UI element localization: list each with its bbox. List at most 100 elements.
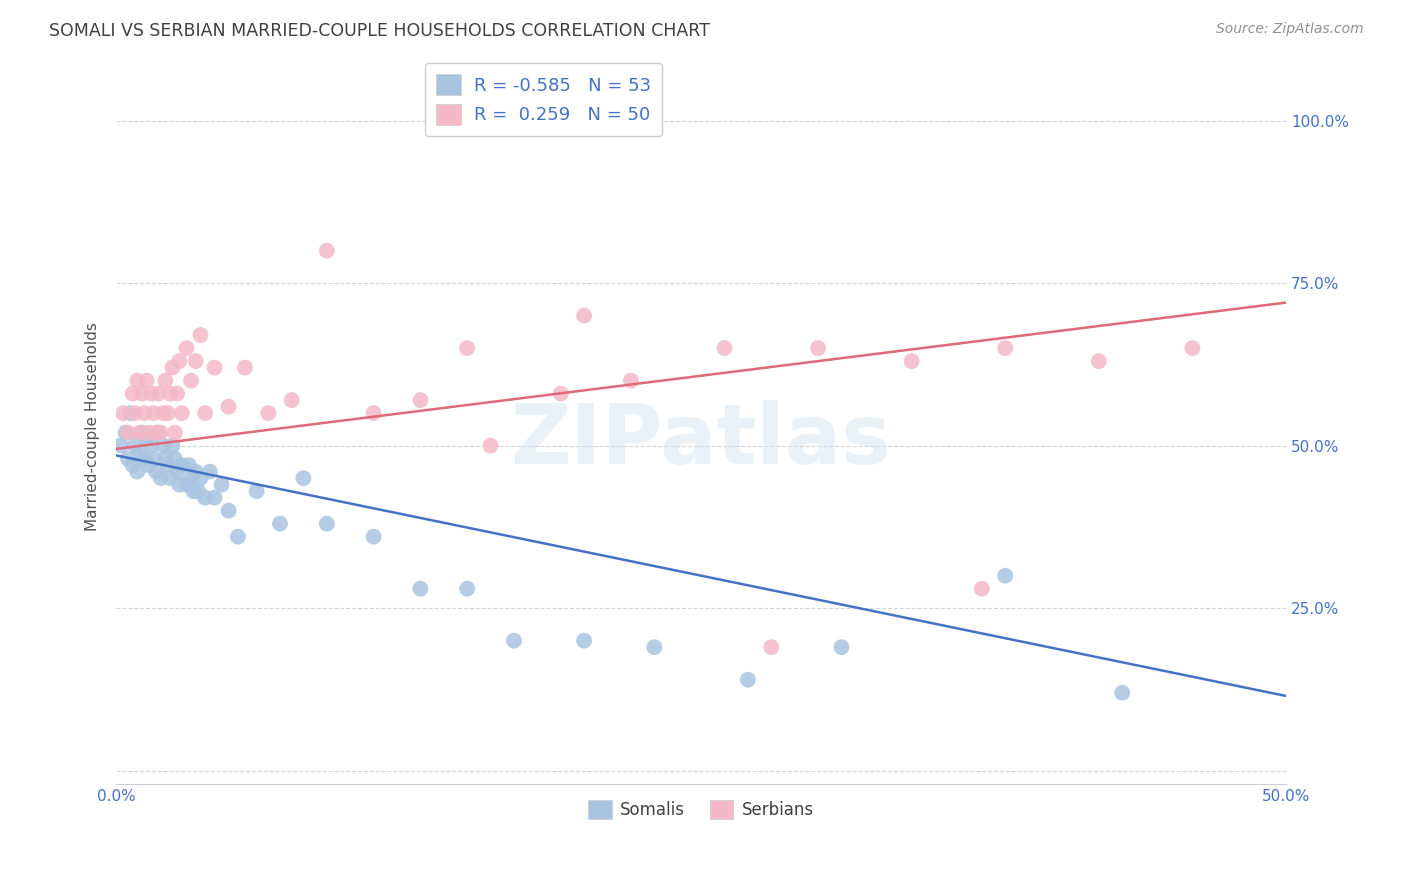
Point: [121, 458, 143, 472]
Point: [169, 354, 191, 368]
Point: [1181, 341, 1204, 355]
Point: [135, 432, 157, 446]
Point: [141, 439, 163, 453]
Point: [112, 406, 135, 420]
Point: [550, 386, 572, 401]
Point: [1111, 686, 1133, 700]
Point: [315, 516, 337, 531]
Point: [315, 244, 337, 258]
Point: [620, 374, 643, 388]
Point: [138, 425, 160, 440]
Point: [170, 406, 193, 420]
Point: [994, 568, 1017, 582]
Point: [127, 465, 149, 479]
Point: [135, 374, 157, 388]
Point: [456, 582, 478, 596]
Point: [409, 582, 432, 596]
Point: [246, 484, 269, 499]
Point: [176, 341, 198, 355]
Point: [572, 309, 595, 323]
Point: [124, 439, 146, 453]
Point: [900, 354, 922, 368]
Point: [204, 491, 226, 505]
Point: [233, 360, 256, 375]
Point: [152, 406, 174, 420]
Point: [184, 354, 207, 368]
Point: [120, 406, 142, 420]
Point: [124, 406, 146, 420]
Point: [145, 425, 167, 440]
Point: [131, 386, 153, 401]
Point: [163, 451, 186, 466]
Point: [184, 465, 207, 479]
Point: [141, 386, 163, 401]
Point: [292, 471, 315, 485]
Point: [257, 406, 280, 420]
Point: [128, 445, 150, 459]
Point: [363, 406, 385, 420]
Point: [142, 406, 165, 420]
Text: SOMALI VS SERBIAN MARRIED-COUPLE HOUSEHOLDS CORRELATION CHART: SOMALI VS SERBIAN MARRIED-COUPLE HOUSEHO…: [49, 22, 710, 40]
Point: [218, 400, 240, 414]
Point: [269, 516, 291, 531]
Point: [194, 406, 217, 420]
Point: [183, 484, 205, 499]
Point: [761, 640, 783, 655]
Point: [162, 439, 184, 453]
Point: [148, 425, 170, 440]
Point: [159, 471, 181, 485]
Point: [204, 360, 226, 375]
Point: [169, 477, 191, 491]
Point: [128, 425, 150, 440]
Point: [180, 471, 202, 485]
Point: [807, 341, 830, 355]
Point: [155, 451, 177, 466]
Point: [830, 640, 852, 655]
Point: [131, 425, 153, 440]
Point: [159, 386, 181, 401]
Point: [409, 393, 432, 408]
Point: [190, 471, 212, 485]
Point: [148, 386, 170, 401]
Point: [190, 328, 212, 343]
Legend: Somalis, Serbians: Somalis, Serbians: [582, 793, 821, 825]
Point: [503, 633, 526, 648]
Point: [162, 360, 184, 375]
Text: Source: ZipAtlas.com: Source: ZipAtlas.com: [1216, 22, 1364, 37]
Point: [218, 503, 240, 517]
Point: [149, 471, 172, 485]
Point: [114, 425, 136, 440]
Text: ZIPatlas: ZIPatlas: [510, 400, 891, 481]
Point: [142, 451, 165, 466]
Point: [155, 374, 177, 388]
Point: [187, 484, 209, 499]
Point: [121, 386, 143, 401]
Point: [145, 465, 167, 479]
Point: [134, 406, 156, 420]
Point: [177, 458, 200, 472]
Point: [166, 386, 188, 401]
Point: [194, 491, 217, 505]
Point: [156, 406, 179, 420]
Point: [1088, 354, 1111, 368]
Point: [713, 341, 735, 355]
Point: [280, 393, 302, 408]
Point: [152, 439, 174, 453]
Point: [737, 673, 759, 687]
Point: [226, 530, 249, 544]
Point: [572, 633, 595, 648]
Point: [110, 439, 132, 453]
Point: [117, 425, 139, 440]
Point: [176, 477, 198, 491]
Point: [994, 341, 1017, 355]
Point: [117, 451, 139, 466]
Point: [211, 477, 233, 491]
Point: [156, 458, 179, 472]
Point: [170, 458, 193, 472]
Point: [479, 439, 502, 453]
Point: [643, 640, 665, 655]
Point: [166, 465, 188, 479]
Y-axis label: Married-couple Households: Married-couple Households: [86, 322, 100, 531]
Point: [363, 530, 385, 544]
Point: [138, 458, 160, 472]
